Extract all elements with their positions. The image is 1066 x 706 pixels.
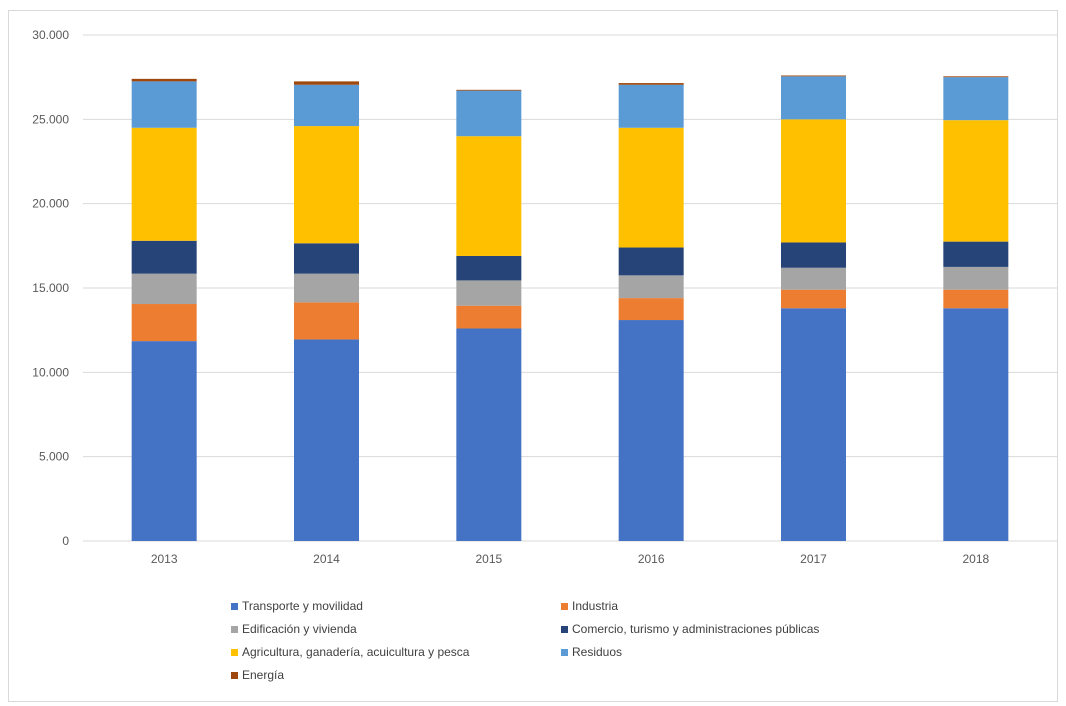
bar-2013-series-6 [131,78,197,82]
bar-2018-series-3 [943,241,1009,267]
bar-2013-series-2 [131,273,197,305]
bar-2013-series-1 [131,304,197,342]
stacked-bar-chart: 0 5.000 10.000 15.000 20.000 25.000 30.000 2013… [32,28,1057,566]
legend-label-comercio: Comercio, turismo y administraciones púb… [572,622,820,636]
bar-2018-series-1 [943,289,1009,309]
bar-2015-series-2 [456,280,522,306]
bar-2015-series-4 [456,136,522,256]
bar-2014-series-2 [294,273,359,303]
x-tick-label-2018: 2018 [962,552,989,566]
y-tick-label-3: 15.000 [32,281,69,295]
y-tick-label-5: 25.000 [32,112,69,126]
bar-2016-series-2 [618,275,684,299]
bar-2017-series-4 [781,119,846,243]
legend-item-agricultura: Agricultura, ganadería, acuicultura y pe… [231,645,561,659]
legend-swatch-edificacion [231,625,238,633]
bar-2017-series-1 [781,289,846,309]
bar-2013-series-4 [131,127,197,241]
bar-2016-series-1 [618,298,684,321]
bar-2013-series-5 [131,81,197,128]
legend-swatch-energia [231,671,238,679]
bar-2015-series-1 [456,305,522,329]
bar-2014-series-1 [294,302,359,340]
bar-2015-series-6 [456,89,522,91]
bar-2018-series-2 [943,266,1009,290]
y-tick-label-6: 30.000 [32,28,69,42]
bar-2017-series-6 [781,75,846,77]
bar-2013-series-0 [131,341,197,541]
legend-swatch-residuos [561,648,568,656]
legend-item-edificacion: Edificación y vivienda [231,622,561,636]
legend-swatch-comercio [561,625,568,633]
bar-2017-series-5 [781,76,846,120]
bar-2014-series-6 [294,81,359,85]
legend-swatch-transporte [231,602,238,610]
legend-item-comercio: Comercio, turismo y administraciones púb… [561,622,951,636]
bar-2016-series-5 [618,84,684,128]
legend-label-energia: Energía [242,668,285,682]
legend-label-residuos: Residuos [572,645,623,659]
x-tick-label-2017: 2017 [800,552,827,566]
bar-2014-series-5 [294,84,359,127]
bars [131,75,1009,541]
legend-item-residuos: Residuos [561,645,951,659]
bar-2017-series-3 [781,242,846,268]
bar-2015-series-3 [456,255,522,281]
legend-item-industria: Industria [561,599,951,613]
bar-2017-series-2 [781,267,846,290]
legend-item-energia: Energía [231,668,561,682]
legend-label-industria: Industria [572,599,619,613]
legend: Transporte y movilidad Industria Edifica… [231,599,951,682]
legend-item-transporte: Transporte y movilidad [231,599,561,613]
legend-swatch-agricultura [231,648,238,656]
x-tick-label-2013: 2013 [151,552,178,566]
bar-2018-series-0 [943,308,1009,541]
y-tick-label-1: 5.000 [39,450,69,464]
bar-2018-series-6 [943,76,1009,78]
bar-2014-series-3 [294,243,359,274]
bar-2016-series-0 [618,320,684,541]
axes: 0 5.000 10.000 15.000 20.000 25.000 30.000 2013… [32,28,989,566]
y-tick-label-4: 20.000 [32,197,69,211]
bar-2013-series-3 [131,240,197,274]
gridlines [83,34,1057,542]
bar-2016-series-3 [618,247,684,276]
chart-frame: 0 5.000 10.000 15.000 20.000 25.000 30.000 2013… [8,10,1058,702]
legend-swatch-industria [561,602,568,610]
bar-2016-series-6 [618,83,684,85]
bar-2014-series-4 [294,126,359,244]
y-tick-label-2: 10.000 [32,365,69,379]
y-tick-label-0: 0 [62,534,69,548]
bar-2014-series-0 [294,339,359,541]
legend-label-transporte: Transporte y movilidad [242,599,363,613]
legend-label-edificacion: Edificación y vivienda [242,622,357,636]
bar-2018-series-4 [943,120,1009,242]
bar-2015-series-0 [456,328,522,541]
bar-2017-series-0 [781,308,846,541]
bar-2016-series-4 [618,127,684,248]
bar-2018-series-5 [943,77,1009,121]
x-tick-label-2015: 2015 [475,552,502,566]
legend-label-agricultura: Agricultura, ganadería, acuicultura y pe… [242,645,470,659]
bar-2015-series-5 [456,90,522,137]
x-tick-label-2016: 2016 [638,552,665,566]
x-tick-label-2014: 2014 [313,552,340,566]
